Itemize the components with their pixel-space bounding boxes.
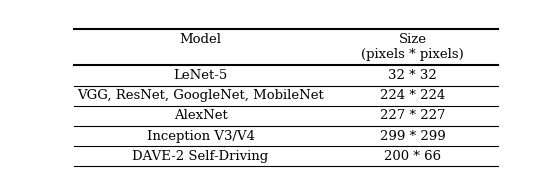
Text: AlexNet: AlexNet: [174, 109, 228, 122]
Text: 200 * 66: 200 * 66: [384, 150, 441, 163]
Text: VGG, ResNet, GoogleNet, MobileNet: VGG, ResNet, GoogleNet, MobileNet: [77, 89, 324, 102]
Text: Size: Size: [398, 33, 426, 46]
Text: 32 * 32: 32 * 32: [388, 69, 437, 82]
Text: Model: Model: [180, 33, 222, 46]
Text: LeNet-5: LeNet-5: [174, 69, 228, 82]
Text: 227 * 227: 227 * 227: [379, 109, 445, 122]
Text: (pixels * pixels): (pixels * pixels): [361, 48, 464, 61]
Text: DAVE-2 Self-Driving: DAVE-2 Self-Driving: [132, 150, 269, 163]
Text: 224 * 224: 224 * 224: [380, 89, 445, 102]
Text: 299 * 299: 299 * 299: [379, 130, 445, 143]
Text: Inception V3/V4: Inception V3/V4: [147, 130, 254, 143]
